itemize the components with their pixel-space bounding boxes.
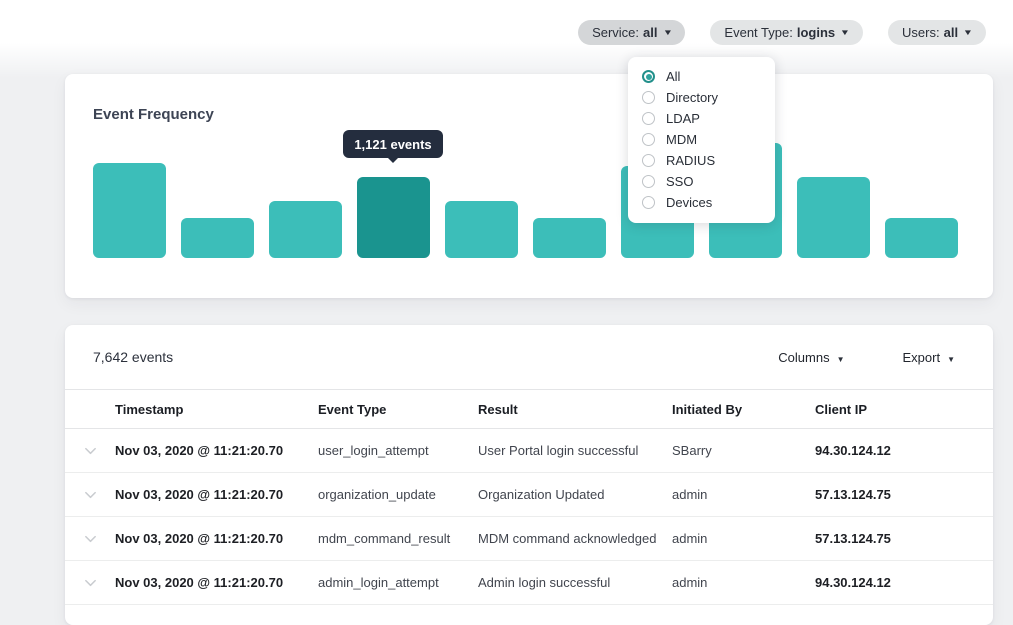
users-filter-dropdown[interactable]: Users: all ▼ (888, 20, 986, 45)
cell-initiated-by: admin (672, 531, 708, 546)
col-header-timestamp[interactable]: Timestamp (115, 401, 184, 417)
radio-icon (642, 154, 655, 167)
cell-result: MDM command acknowledged (478, 531, 657, 546)
cell-timestamp: Nov 03, 2020 @ 11:21:20.70 (115, 575, 284, 590)
cell-client-ip: 57.13.124.75 (815, 487, 891, 502)
expand-row-chevron-icon[interactable] (65, 531, 115, 546)
col-header-event-type[interactable]: Event Type (318, 401, 387, 417)
cell-result: Admin login successful (478, 575, 611, 590)
radio-icon (642, 175, 655, 188)
chart-bar[interactable] (357, 177, 430, 258)
option-label: SSO (666, 174, 694, 189)
chart-title: Event Frequency (93, 106, 214, 123)
chevron-down-icon: ▼ (836, 354, 845, 364)
chart-tooltip: 1,121 events (343, 130, 443, 163)
service-option-mdm[interactable]: MDM (628, 129, 775, 150)
service-option-radius[interactable]: RADIUS (628, 150, 775, 171)
cell-event-type: user_login_attempt (318, 443, 429, 458)
option-label: Devices (666, 195, 713, 210)
event-frequency-card: Event Frequency 1,121 events (65, 74, 993, 298)
cell-timestamp: Nov 03, 2020 @ 11:21:20.70 (115, 531, 284, 546)
cell-result: User Portal login successful (478, 443, 639, 458)
cell-initiated-by: admin (672, 487, 708, 502)
cell-initiated-by: admin (672, 575, 708, 590)
col-header-result[interactable]: Result (478, 401, 518, 417)
table-body: Nov 03, 2020 @ 11:21:20.70 user_login_att… (65, 429, 993, 605)
cell-client-ip: 94.30.124.12 (815, 575, 891, 590)
cell-result: Organization Updated (478, 487, 605, 502)
cell-timestamp: Nov 03, 2020 @ 11:21:20.70 (115, 487, 284, 502)
chevron-down-icon: ▼ (962, 28, 974, 37)
expand-row-chevron-icon[interactable] (65, 443, 115, 458)
chart-bar[interactable] (797, 177, 870, 258)
table-row: Nov 03, 2020 @ 11:21:20.70 user_login_att… (65, 429, 993, 473)
option-label: All (666, 69, 681, 84)
table-row: Nov 03, 2020 @ 11:21:20.70 organization_u… (65, 473, 993, 517)
chart-bar[interactable] (93, 163, 166, 258)
service-filter-label: Service: (592, 25, 640, 40)
chart-bar[interactable] (181, 218, 254, 258)
service-dropdown-menu: All Directory LDAP MDM RADIUS SSO Devices (628, 57, 775, 223)
service-option-directory[interactable]: Directory (628, 87, 775, 108)
table-row: Nov 03, 2020 @ 11:21:20.70 mdm_command_re… (65, 517, 993, 561)
table-header-row: Timestamp Event Type Result Initiated By… (65, 390, 993, 429)
col-header-client-ip[interactable]: Client IP (815, 401, 868, 417)
columns-button[interactable]: Columns ▼ (778, 349, 845, 365)
radio-icon (642, 91, 655, 104)
option-label: RADIUS (666, 153, 716, 168)
service-option-all[interactable]: All (628, 66, 775, 87)
event-count: 7,642 events (93, 349, 174, 365)
radio-icon (642, 112, 655, 125)
event-type-filter-dropdown[interactable]: Event Type: logins ▼ (710, 20, 864, 45)
export-button[interactable]: Export ▼ (902, 349, 956, 365)
table-toolbar: 7,642 events Columns ▼ Export ▼ (65, 325, 993, 390)
chevron-down-icon: ▼ (839, 28, 851, 37)
chevron-down-icon: ▼ (947, 354, 955, 364)
cell-client-ip: 94.30.124.12 (815, 443, 891, 458)
filter-bar: Service: all ▼ Event Type: logins ▼ Users:… (578, 20, 986, 45)
chart-bar[interactable] (269, 201, 342, 258)
service-filter-dropdown[interactable]: Service: all ▼ (578, 20, 686, 45)
chevron-down-icon: ▼ (662, 28, 673, 37)
cell-event-type: mdm_command_result (318, 531, 451, 546)
expand-row-chevron-icon[interactable] (65, 575, 115, 590)
event-frequency-chart (65, 74, 993, 298)
service-option-ldap[interactable]: LDAP (628, 108, 775, 129)
events-table-card: 7,642 events Columns ▼ Export ▼ Timestamp … (65, 325, 993, 625)
chart-bar[interactable] (885, 218, 958, 258)
users-filter-label: Users: (902, 25, 940, 40)
col-header-initiated-by[interactable]: Initiated By (672, 401, 743, 417)
option-label: MDM (666, 132, 698, 147)
option-label: LDAP (666, 111, 700, 126)
event-type-filter-label: Event Type: (724, 25, 793, 40)
chart-bar[interactable] (445, 201, 518, 258)
expand-row-chevron-icon[interactable] (65, 487, 115, 502)
cell-event-type: organization_update (318, 487, 436, 502)
radio-icon (642, 133, 655, 146)
cell-timestamp: Nov 03, 2020 @ 11:21:20.70 (115, 443, 284, 458)
radio-selected-icon (642, 70, 655, 83)
table-row: Nov 03, 2020 @ 11:21:20.70 admin_login_at… (65, 561, 993, 605)
service-option-devices[interactable]: Devices (628, 192, 775, 213)
cell-initiated-by: SBarry (672, 443, 712, 458)
service-filter-value: all (643, 25, 658, 40)
cell-client-ip: 57.13.124.75 (815, 531, 891, 546)
event-type-filter-value: logins (796, 25, 836, 40)
cell-event-type: admin_login_attempt (318, 575, 439, 590)
chart-bar[interactable] (533, 218, 606, 258)
service-option-sso[interactable]: SSO (628, 171, 775, 192)
option-label: Directory (666, 90, 719, 105)
users-filter-value: all (943, 25, 959, 40)
radio-icon (642, 196, 655, 209)
